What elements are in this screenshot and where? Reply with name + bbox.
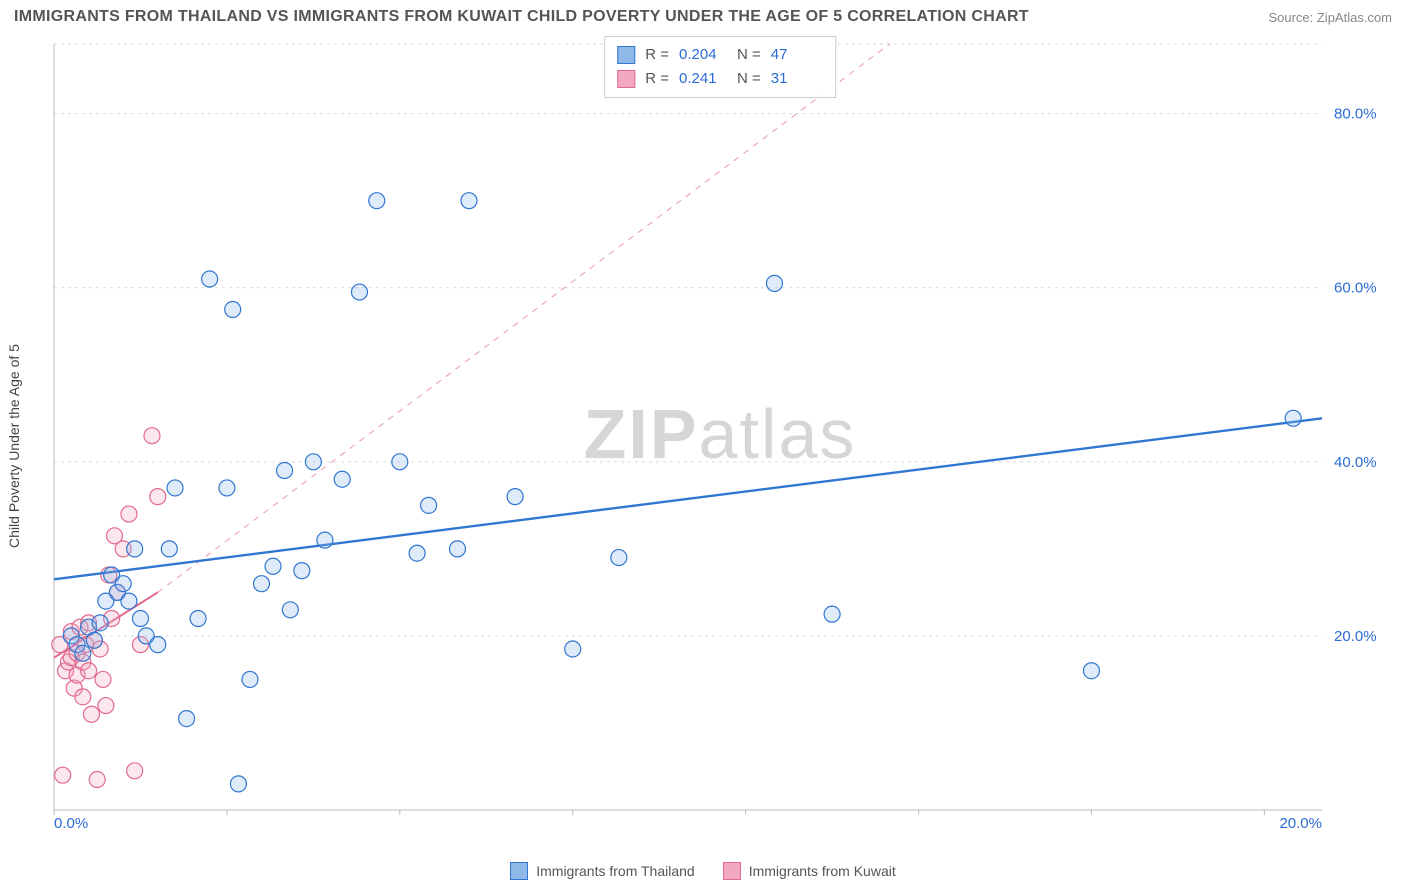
stat-n-label: N = (737, 67, 761, 91)
y-axis-label: Child Poverty Under the Age of 5 (6, 344, 22, 548)
svg-text:60.0%: 60.0% (1334, 280, 1377, 297)
stat-r-0: 0.204 (679, 43, 727, 67)
svg-text:80.0%: 80.0% (1334, 106, 1377, 123)
chart-title: IMMIGRANTS FROM THAILAND VS IMMIGRANTS F… (14, 8, 1029, 26)
svg-text:20.0%: 20.0% (1279, 815, 1322, 832)
scatter-chart: 20.0% 40.0% 60.0% 80.0% 0.0% 20.0% (48, 36, 1392, 832)
chart-source: Source: ZipAtlas.com (1268, 10, 1392, 25)
stat-n-1: 31 (771, 67, 819, 91)
legend-swatch-1 (723, 862, 741, 880)
stat-row-1: R = 0.241 N = 31 (617, 67, 819, 91)
legend-item-1: Immigrants from Kuwait (723, 862, 896, 880)
legend-label-1: Immigrants from Kuwait (749, 863, 896, 879)
legend-swatch-0 (510, 862, 528, 880)
stat-n-0: 47 (771, 43, 819, 67)
stat-r-1: 0.241 (679, 67, 727, 91)
stat-r-label: R = (645, 43, 669, 67)
stat-swatch-0 (617, 46, 635, 64)
stat-r-label: R = (645, 67, 669, 91)
svg-text:20.0%: 20.0% (1334, 628, 1377, 645)
legend-item-0: Immigrants from Thailand (510, 862, 694, 880)
svg-text:40.0%: 40.0% (1334, 454, 1377, 471)
legend-label-0: Immigrants from Thailand (536, 863, 694, 879)
stat-n-label: N = (737, 43, 761, 67)
stat-swatch-1 (617, 70, 635, 88)
chart-area: ZIPatlas 20.0%40.0%60.0%80.0%0.0%20.0% R… (48, 36, 1392, 832)
svg-text:0.0%: 0.0% (54, 815, 88, 832)
stat-row-0: R = 0.204 N = 47 (617, 43, 819, 67)
bottom-legend: Immigrants from Thailand Immigrants from… (0, 862, 1406, 880)
stat-legend-box: R = 0.204 N = 47 R = 0.241 N = 31 (604, 36, 836, 98)
